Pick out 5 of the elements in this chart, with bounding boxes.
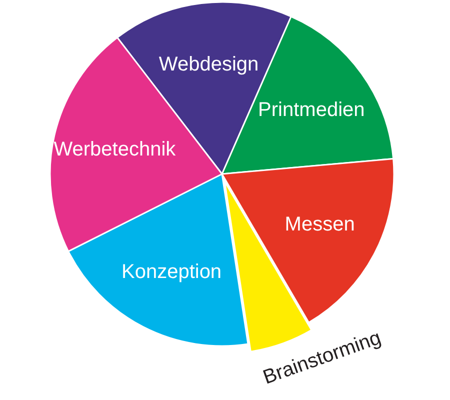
slice-label: Printmedien [258,98,365,121]
slice-label: Konzeption [121,260,222,283]
slice-label: Werbetechnik [54,138,177,160]
slice-label: Messen [284,213,355,236]
slice-label: Webdesign [158,54,259,76]
